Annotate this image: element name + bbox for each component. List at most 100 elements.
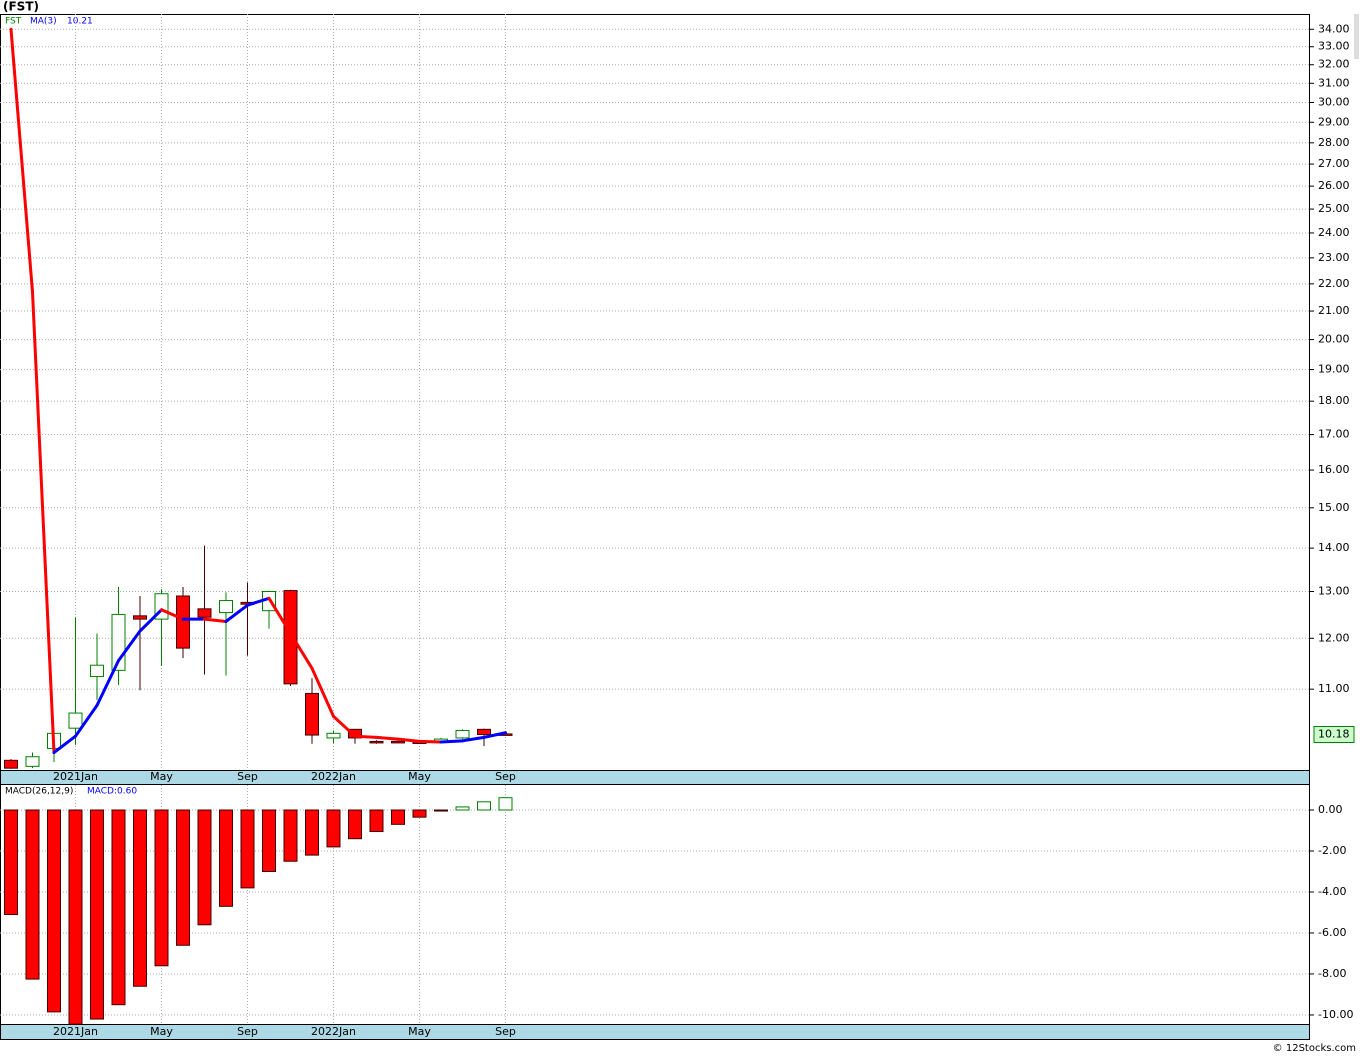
ma-segment bbox=[439, 739, 464, 744]
ma-segment bbox=[95, 659, 120, 707]
candle-body bbox=[176, 595, 190, 649]
x-tick-label: 2022Jan bbox=[311, 1025, 356, 1038]
ma-segment bbox=[267, 596, 292, 635]
y-tick-label: 17.00 bbox=[1318, 428, 1350, 441]
macd-bar bbox=[348, 809, 362, 840]
y-tick-label: 16.00 bbox=[1318, 463, 1350, 476]
macd-bar bbox=[262, 809, 276, 872]
macd-bar bbox=[197, 809, 212, 926]
macd-label: MACD(26,12,9) bbox=[5, 787, 73, 797]
y-tick-label: 0.00 bbox=[1318, 803, 1343, 816]
ma-segment bbox=[375, 735, 400, 741]
candle-body bbox=[477, 728, 491, 735]
candle-body bbox=[219, 600, 233, 614]
y-tick-label: 30.00 bbox=[1318, 95, 1350, 108]
candle-body bbox=[133, 615, 147, 620]
macd-bar bbox=[326, 809, 341, 848]
y-tick-label: 24.00 bbox=[1318, 226, 1350, 239]
x-axis-band bbox=[0, 770, 1310, 785]
y-tick-label: 18.00 bbox=[1318, 394, 1350, 407]
y-tick-label: -2.00 bbox=[1318, 844, 1346, 857]
x-axis-band bbox=[0, 1024, 1310, 1040]
y-tick-label: 34.00 bbox=[1318, 22, 1350, 35]
macd-bar bbox=[68, 809, 83, 1025]
macd-bar bbox=[47, 809, 61, 1013]
candle-body bbox=[369, 740, 384, 744]
x-tick-label: May bbox=[150, 1025, 173, 1038]
macd-bar bbox=[477, 801, 491, 811]
y-tick-label: -10.00 bbox=[1318, 1008, 1353, 1021]
x-tick-label: May bbox=[408, 770, 431, 783]
copyright: © 12Stocks.com bbox=[1273, 1043, 1356, 1054]
candle-body bbox=[68, 712, 83, 729]
y-tick-label: 14.00 bbox=[1318, 541, 1350, 554]
macd-bar bbox=[4, 809, 18, 916]
y-tick-label: 21.00 bbox=[1318, 304, 1350, 317]
ma-segment bbox=[310, 666, 335, 718]
macd-bar bbox=[90, 809, 104, 1020]
macd-bar bbox=[369, 809, 384, 833]
y-tick-label: 32.00 bbox=[1318, 58, 1350, 71]
x-tick-label: Sep bbox=[237, 1025, 258, 1038]
last-price-label: 10.18 bbox=[1318, 727, 1350, 740]
y-tick-label: 20.00 bbox=[1318, 333, 1350, 346]
macd-bar bbox=[25, 809, 40, 980]
x-tick-label: 2022Jan bbox=[311, 770, 356, 783]
ma-segment bbox=[332, 714, 357, 738]
y-tick-label: 31.00 bbox=[1318, 76, 1350, 89]
candle-body bbox=[348, 728, 362, 739]
ma-segment bbox=[353, 734, 378, 739]
y-tick-label: 23.00 bbox=[1318, 251, 1350, 264]
legend-symbol: FST bbox=[5, 17, 22, 27]
x-tick-label: Sep bbox=[495, 1025, 516, 1038]
candle-body bbox=[326, 732, 341, 739]
y-tick-label: 22.00 bbox=[1318, 277, 1350, 290]
macd-bar bbox=[111, 809, 126, 1006]
x-tick-label: May bbox=[150, 770, 173, 783]
ma-segment bbox=[74, 703, 99, 738]
scrollbar bbox=[1354, 14, 1359, 59]
x-tick-label: May bbox=[408, 1025, 431, 1038]
y-tick-label: 26.00 bbox=[1318, 179, 1350, 192]
y-tick-label: 33.00 bbox=[1318, 40, 1350, 53]
x-tick-label: Sep bbox=[237, 770, 258, 783]
macd-bar bbox=[455, 806, 470, 811]
candle-body bbox=[391, 740, 405, 744]
ma-segment bbox=[224, 603, 249, 623]
candle-body bbox=[4, 759, 18, 769]
ma-segment bbox=[418, 739, 443, 744]
candle-body bbox=[197, 608, 212, 618]
ma-segment bbox=[160, 608, 185, 621]
macd-bar bbox=[240, 809, 255, 889]
candle-body bbox=[305, 692, 319, 736]
y-tick-label: 25.00 bbox=[1318, 202, 1350, 215]
legend-ma-value: 10.21 bbox=[67, 17, 93, 27]
last-price-box bbox=[1313, 725, 1355, 743]
macd-bar bbox=[434, 809, 448, 812]
y-tick-label: 28.00 bbox=[1318, 136, 1350, 149]
macd-bar bbox=[412, 809, 427, 818]
y-tick-label: 15.00 bbox=[1318, 501, 1350, 514]
ma-segment bbox=[117, 629, 142, 663]
macd-bar bbox=[391, 809, 405, 825]
ma-segment bbox=[203, 617, 228, 623]
ma-segment bbox=[396, 737, 421, 743]
x-tick-label: 2021Jan bbox=[53, 1025, 98, 1038]
y-tick-label: 13.00 bbox=[1318, 584, 1350, 597]
ma-segment bbox=[9, 27, 34, 294]
macd-bar bbox=[283, 809, 298, 862]
macd-bar bbox=[498, 797, 513, 811]
ma-segment bbox=[138, 608, 163, 633]
legend-ma: MA(3) bbox=[30, 17, 57, 27]
ma-segment bbox=[31, 290, 56, 755]
candle-body bbox=[283, 590, 298, 685]
y-tick-label: 29.00 bbox=[1318, 115, 1350, 128]
candle-body bbox=[455, 729, 470, 739]
macd-bar bbox=[176, 809, 190, 946]
y-tick-label: 12.00 bbox=[1318, 631, 1350, 644]
macd-bar bbox=[154, 809, 169, 967]
y-tick-label: -8.00 bbox=[1318, 967, 1346, 980]
y-tick-label: 19.00 bbox=[1318, 363, 1350, 376]
macd-bar bbox=[219, 809, 233, 907]
